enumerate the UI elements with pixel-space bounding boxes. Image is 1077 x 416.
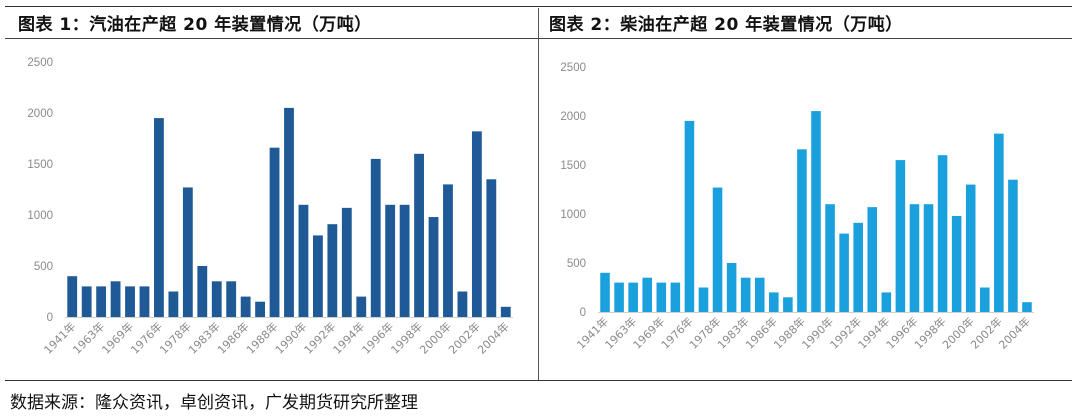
chart-1-bar [327,224,338,317]
chart-1-bar [399,204,410,317]
chart-1-bar [182,187,193,317]
chart-1-bar [443,184,453,317]
chart-2-y-tick: 2000 [560,111,586,123]
chart-2-bar [979,287,990,312]
chart-2-bar [1022,302,1032,312]
chart-1-bar [341,207,352,317]
chart-2-bar [783,297,793,312]
chart-1-bar [255,301,266,317]
figure-frame [5,6,1072,381]
chart-1-title: 图表 1：汽油在产超 20 年装置情况（万吨） [18,15,372,35]
chart-1-bar [226,281,237,317]
chart-2-bar [895,160,906,312]
chart-1-y-tick: 2500 [27,57,53,69]
chart-2-bar [825,204,835,312]
chart-2-title-rule [539,38,1072,39]
chart-2-bar [726,263,737,312]
chart-2-y-tick: 1500 [560,160,586,172]
chart-1-y-tick: 1000 [27,210,53,222]
chart-1-bar [139,286,150,317]
chart-2-bar [839,233,849,312]
chart-2-bar [881,292,892,312]
chart-2-y-tick: 1000 [560,209,586,221]
chart-1-y-tick: 1500 [27,159,53,171]
chart-1-y-tick: 2000 [27,108,53,120]
chart-1-bar [428,217,439,317]
chart-1-bar [110,281,121,317]
chart-1-bar [240,296,251,317]
chart-2-bar [994,133,1004,312]
chart-2-diesel: 050010001500200025001941年1963年1969年1976年… [560,62,1034,352]
chart-1-bar [471,131,482,317]
chart-1-bar [154,118,164,317]
chart-1-x-tick: 2004年 [474,319,511,356]
chart-1-y-tick: 0 [47,312,53,324]
chart-2-bar [909,204,920,312]
chart-2-bar [628,282,638,312]
chart-2-bar [684,120,695,313]
chart-2-x-tick: 2004年 [996,314,1033,351]
chart-2-bar [951,215,962,312]
chart-1-bar [298,204,309,317]
chart-1-bar [312,235,323,317]
panel-divider [538,8,539,380]
chart-1-y-tick: 500 [34,261,53,273]
chart-1-bar [500,306,511,317]
chart-1-bar [197,266,208,317]
chart-2-y-tick: 2500 [560,62,586,74]
chart-1-bar [269,147,280,317]
chart-2-bar [923,204,934,312]
chart-1-bar [211,281,222,317]
chart-2-bar [740,277,751,312]
chart-2-bar [937,155,948,312]
chart-2-bar [712,187,723,312]
chart-1-bar [81,286,92,317]
chart-1-bar [67,276,78,317]
chart-2-bar [614,282,624,312]
chart-2-bar [769,292,779,312]
chart-2-bar [1008,179,1018,312]
chart-2-bar [811,111,821,312]
chart-1-bar [385,204,396,317]
chart-2-y-tick: 500 [567,258,586,270]
chart-1-bar [356,296,367,317]
chart-1-gasoline: 050010001500200025001941年1963年1969年1976年… [27,57,513,357]
chart-2-bar [754,277,765,312]
chart-1-bar [168,291,179,317]
chart-2-bar [965,184,976,312]
chart-2-title: 图表 2：柴油在产超 20 年装置情况（万吨） [549,15,903,35]
chart-2-y-tick: 0 [580,307,586,319]
chart-2-bar [867,207,878,312]
chart-1-bar [284,107,294,318]
chart-2-bar [698,287,709,312]
chart-2-bar [656,282,667,312]
chart-1-bar [414,153,424,317]
chart-1-bar [370,158,381,317]
chart-1-title-rule [5,38,538,39]
chart-1-bar [96,286,107,317]
chart-2-bar [600,272,610,312]
chart-1-bar [457,291,468,317]
chart-2-bar [642,277,653,312]
chart-2-bar [670,282,681,312]
chart-1-bar [125,286,135,317]
source-note: 数据来源：隆众资讯，卓创资讯，广发期货研究所整理 [10,393,418,413]
chart-1-bar [486,179,497,317]
chart-2-bar [853,222,863,312]
chart-2-bar [797,149,807,312]
